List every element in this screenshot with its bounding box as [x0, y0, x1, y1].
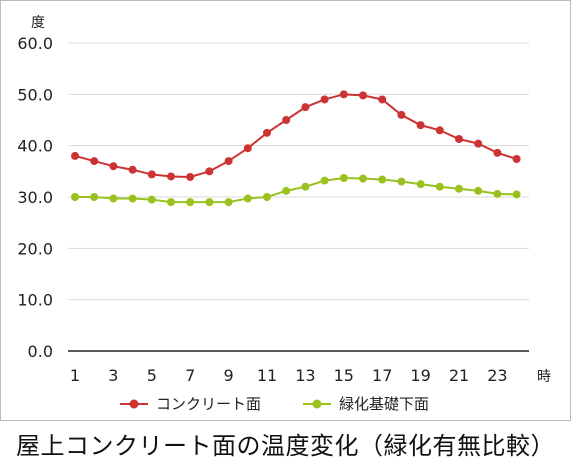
data-point [435, 182, 444, 191]
series-line [75, 177, 517, 204]
data-series [71, 90, 521, 207]
data-point [455, 184, 463, 193]
data-point [167, 198, 175, 207]
x-tick-label: 3 [108, 366, 118, 385]
data-point [493, 189, 502, 198]
x-axis-unit-label: 時 [537, 369, 551, 385]
data-point [90, 157, 99, 166]
legend-label: 緑化基礎下面 [339, 395, 429, 413]
legend-label: コンクリート面 [156, 395, 261, 413]
data-point [224, 157, 233, 166]
data-point [320, 176, 329, 185]
x-tick-labels: 1 3 5 7 9 11 13 15 17 19 21 23 [70, 366, 508, 385]
x-tick-label: 17 [372, 366, 392, 385]
data-point [147, 195, 156, 204]
data-point [90, 193, 99, 201]
data-point [474, 186, 483, 195]
x-tick-label: 5 [147, 366, 157, 385]
data-point [205, 167, 214, 176]
data-point [243, 194, 252, 203]
data-point [282, 186, 291, 195]
data-point [359, 174, 367, 183]
y-tick-label: 10.0 [17, 291, 53, 310]
data-point [109, 194, 118, 203]
y-tick-label: 60.0 [17, 34, 53, 53]
data-point [109, 162, 118, 171]
data-point [416, 180, 425, 189]
chart-frame: 0.0 10.0 20.0 30.0 40.0 50.0 60.0 1 3 5 7 9 11 13 15 1… [0, 0, 571, 421]
x-tick-label: 7 [185, 366, 195, 385]
series-line [74, 93, 517, 178]
legend-item: コンクリート面 [120, 395, 261, 413]
x-tick-label: 15 [334, 366, 354, 385]
data-point [493, 148, 502, 157]
data-point [263, 128, 271, 137]
data-point [71, 151, 79, 160]
y-axis-unit-label: 度 [31, 15, 45, 31]
data-point [282, 116, 291, 124]
temperature-line-chart: 0.010.020.030.040.050.060.0 1 3 5 7 9 11 13 15 1… [17, 15, 551, 413]
x-tick-label: 13 [295, 366, 315, 385]
x-tick-label: 19 [410, 366, 430, 385]
data-point [512, 155, 521, 164]
data-point [167, 172, 175, 181]
x-tick-label: 11 [257, 366, 277, 385]
data-point [474, 139, 483, 148]
data-point [339, 174, 348, 183]
data-point [378, 175, 387, 184]
data-point [224, 198, 233, 207]
data-point [147, 170, 156, 179]
data-point [186, 198, 195, 207]
y-tick-label: 20.0 [17, 239, 53, 258]
legend-swatch-marker [312, 399, 322, 409]
data-point [339, 90, 348, 99]
data-point [301, 103, 310, 112]
data-point [128, 194, 137, 203]
x-tick-label: 23 [487, 366, 507, 385]
data-point [301, 182, 310, 191]
y-tick-labels: 0.0 10.0 20.0 30.0 40.0 50.0 60.0 [17, 34, 53, 361]
data-point [512, 190, 521, 199]
data-point [359, 91, 367, 100]
legend-item: 緑化基礎下面 [303, 395, 429, 413]
x-tick-label: 21 [449, 366, 469, 385]
y-tick-label: 30.0 [17, 188, 53, 207]
y-tick-label: 50.0 [17, 85, 53, 104]
x-tick-label: 9 [224, 366, 234, 385]
x-tick-label: 1 [70, 366, 80, 385]
data-point [263, 193, 271, 201]
series-2 [71, 174, 521, 207]
data-point [186, 172, 195, 181]
data-point [435, 126, 444, 135]
data-point [128, 165, 137, 174]
data-point [397, 110, 406, 119]
gridlines [68, 42, 529, 301]
legend: コンクリート面 緑化基礎下面 [120, 395, 429, 413]
series-1 [71, 90, 521, 181]
data-point [320, 95, 329, 104]
chart-caption: 屋上コンクリート面の温度変化（緑化有無比較） [16, 432, 555, 460]
data-point [378, 95, 387, 104]
data-point [243, 144, 252, 153]
legend-swatch-marker [129, 399, 139, 409]
data-point [71, 193, 79, 201]
y-tick-label: 0.0 [28, 342, 53, 361]
data-point [455, 134, 463, 143]
y-tick-label: 40.0 [17, 137, 53, 156]
data-point [205, 198, 214, 207]
data-point [416, 121, 425, 130]
data-point [397, 177, 406, 186]
